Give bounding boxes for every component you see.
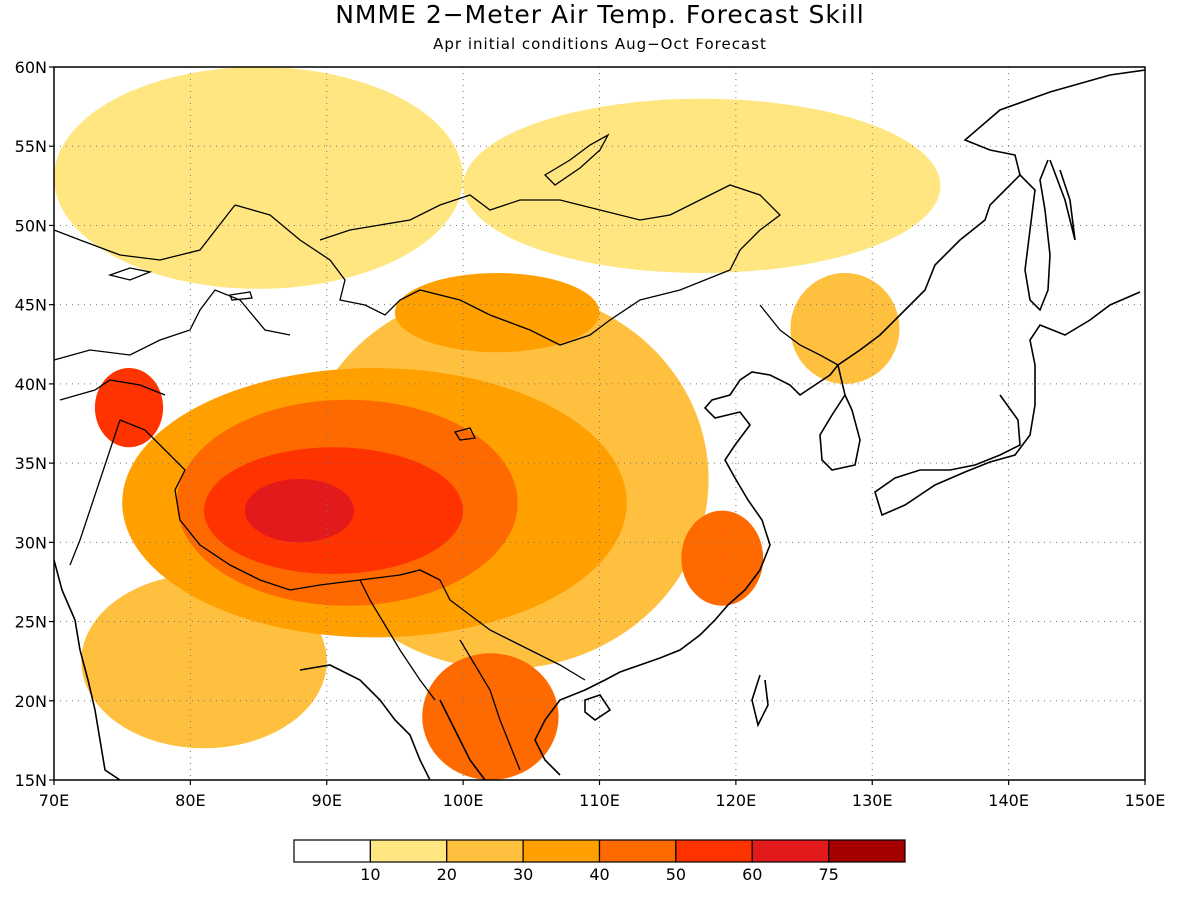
skill-region-10 [94, 368, 164, 448]
lon-tick-label: 100E [443, 791, 484, 810]
lake-issyk-kul [229, 291, 253, 301]
border-central-asia [53, 289, 291, 401]
lon-tick-label: 70E [39, 791, 69, 810]
lon-tick-label: 150E [1125, 791, 1166, 810]
coastlines [54, 69, 1145, 780]
colorbar-swatch [598, 839, 677, 863]
lon-tick-label: 120E [716, 791, 757, 810]
colorbar: 10 20 30 40 50 60 75 [293, 839, 906, 884]
border-china-south [439, 579, 586, 681]
lat-tick-label: 55N [15, 137, 47, 156]
coastline-taiwan [751, 674, 769, 728]
lon-tick-label: 80E [175, 791, 205, 810]
lat-tick-label: 25N [15, 613, 47, 632]
colorbar-label: 40 [589, 865, 609, 884]
border-indochina [359, 579, 521, 771]
lat-tick-label: 40N [15, 375, 47, 394]
skill-region-1 [463, 98, 941, 273]
lake-qinghai [453, 427, 476, 441]
graticule [54, 67, 1145, 780]
map-subtitle: Apr initial conditions Aug−Oct Forecast [433, 35, 767, 53]
lat-tick-label: 35N [15, 454, 47, 473]
lake-outlines [107, 133, 610, 441]
political-borders [53, 184, 839, 771]
lake-baikal [543, 133, 610, 186]
coastline-korea [819, 364, 861, 471]
lat-tick-label: 20N [15, 692, 47, 711]
colorbar-swatch [828, 839, 906, 863]
colorbar-label: 30 [513, 865, 533, 884]
colorbar-swatch [675, 839, 753, 863]
lat-tick-label: 15N [15, 771, 47, 790]
coastline-south-asia [54, 559, 486, 780]
colorbar-swatch [446, 839, 524, 863]
skill-shading [54, 67, 941, 780]
border-mongolia [234, 184, 781, 346]
longitude-tick-labels: 70E 80E 90E 100E 110E 120E 130E 140E 150E [39, 780, 1166, 810]
map-title: NMME 2−Meter Air Temp. Forecast Skill [335, 0, 865, 29]
colorbar-label: 60 [742, 865, 762, 884]
lat-tick-label: 60N [15, 58, 47, 77]
border-himalaya [119, 419, 441, 591]
colorbar-label: 10 [360, 865, 380, 884]
skill-region-9 [244, 478, 355, 543]
border-china-korea [759, 304, 839, 366]
colorbar-swatch [369, 839, 448, 863]
coastline-east-asia [534, 69, 1145, 776]
lon-tick-label: 110E [579, 791, 620, 810]
colorbar-swatch [522, 839, 601, 863]
lat-tick-label: 50N [15, 216, 47, 235]
colorbar-swatch [293, 839, 371, 863]
coastline-kamchatka [1049, 159, 1076, 241]
border-kazakhstan [53, 204, 236, 261]
coastline-hainan [584, 694, 612, 721]
border-india-pakistan [69, 419, 121, 566]
coastline-japan [874, 291, 1141, 517]
lat-tick-label: 30N [15, 533, 47, 552]
colorbar-label: 75 [818, 865, 838, 884]
skill-region-7 [422, 653, 559, 780]
skill-region-0 [54, 67, 464, 289]
colorbar-swatch [751, 839, 830, 863]
coastline-sakhalin [1019, 159, 1051, 312]
skill-region-12 [790, 272, 900, 384]
lon-tick-label: 90E [312, 791, 342, 810]
lon-tick-label: 130E [852, 791, 893, 810]
latitude-tick-labels: 15N 20N 25N 30N 35N 40N 45N 50N 55N 60N [15, 58, 54, 790]
skill-region-5 [394, 272, 600, 353]
colorbar-label: 20 [437, 865, 457, 884]
skill-region-11 [681, 510, 764, 606]
lake-balkhash [107, 267, 153, 281]
lon-tick-label: 140E [988, 791, 1029, 810]
lat-tick-label: 45N [15, 296, 47, 315]
colorbar-label: 50 [666, 865, 686, 884]
